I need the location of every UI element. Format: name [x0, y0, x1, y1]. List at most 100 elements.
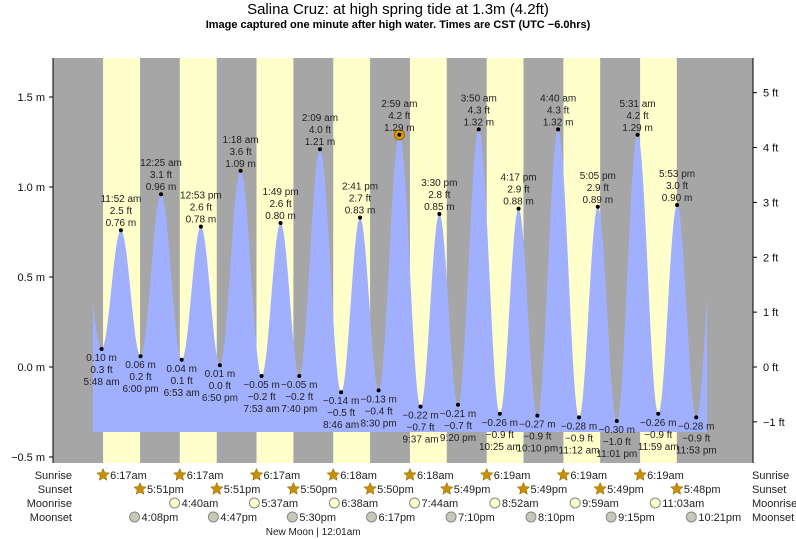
moonset-time: 10:21pm [698, 512, 741, 524]
astro-rows: Sunrise Sunrise Sunset Sunset Moonrise Moonri… [27, 467, 796, 538]
low-tide-time-label: 8:46 am [323, 420, 359, 431]
low-tide-time-label: 7:53 am [244, 404, 280, 415]
chart-subtitle: Image captured one minute after high wat… [206, 19, 591, 31]
low-tide-m-label: −0.05 m [281, 380, 317, 391]
moonrise-moon-icon [248, 497, 260, 509]
high-tide-ft-label: 4.3 ft [547, 105, 569, 116]
low-tide-point [179, 357, 184, 362]
low-tide-point [694, 415, 699, 420]
high-tide-ft-label: 2.9 ft [507, 185, 529, 196]
low-tide-point [455, 402, 460, 407]
low-tide-m-label: 0.06 m [125, 360, 156, 371]
right-tick-label: 0 ft [763, 362, 778, 374]
sunrise-time: 6:19am [494, 470, 531, 482]
low-tide-m-label: 0.04 m [166, 364, 197, 375]
moon-phase-label: New Moon | 12:01am [266, 527, 361, 538]
high-tide-m-label: 1.32 m [463, 117, 494, 128]
low-tide-m-label: −0.28 m [678, 421, 714, 432]
low-tide-ft-label: −0.2 ft [248, 392, 276, 403]
low-tide-ft-label: −0.9 ft [486, 430, 514, 441]
left-tick-label: 0.5 m [17, 272, 45, 284]
sunset-sun-icon [209, 481, 224, 495]
high-tide-point [595, 204, 600, 209]
low-tide-point [577, 415, 582, 420]
high-tide-ft-label: 2.8 ft [428, 190, 450, 201]
high-tide-point [198, 224, 203, 229]
low-tide-point [497, 411, 502, 416]
low-tide-ft-label: −0.2 ft [285, 392, 313, 403]
low-tide-m-label: −0.14 m [323, 396, 359, 407]
high-tide-point [476, 127, 481, 132]
low-tide-ft-label: −0.5 ft [327, 408, 355, 419]
high-tide-m-label: 1.32 m [543, 117, 574, 128]
moonrise-time: 5:37am [261, 498, 298, 510]
chart-title: Salina Cruz: at high spring tide at 1.3m… [247, 1, 549, 18]
moonset-moon-icon [445, 511, 457, 523]
low-tide-time-label: 10:10 pm [517, 444, 559, 455]
axes: 1.5 m 1.0 m 0.5 m 0.0 m −0.5 m 5 ft 4 ft 3 ft 2 … [11, 58, 785, 464]
moonset-moon-icon [605, 511, 617, 523]
low-tide-point [418, 404, 423, 409]
sunset-time: 5:49pm [530, 484, 567, 496]
high-tide-m-label: 0.85 m [424, 202, 455, 213]
low-tide-m-label: −0.30 m [599, 425, 635, 436]
high-tide-time-label: 3:30 pm [421, 178, 457, 189]
high-tide-point [437, 212, 442, 216]
sunrise-time: 6:19am [570, 470, 607, 482]
low-tide-time-label: 11:59 am [638, 442, 679, 453]
low-tide-ft-label: −0.9 ft [682, 433, 710, 444]
low-tide-ft-label: 0.3 ft [90, 365, 112, 376]
high-tide-point [358, 215, 363, 220]
low-tide-ft-label: −0.7 ft [444, 421, 472, 432]
sunrise-time: 6:18am [340, 470, 377, 482]
moonset-row-label-right: Moonset [752, 512, 794, 524]
moonset-moon-icon [129, 511, 141, 523]
high-tide-ft-label: 4.2 ft [626, 111, 648, 122]
moonrise-time: 11:03am [662, 498, 704, 510]
low-tide-point [259, 374, 264, 378]
high-tide-time-label: 5:53 pm [659, 169, 695, 180]
sunset-sun-icon [286, 481, 301, 495]
sunset-time: 5:48pm [684, 484, 721, 496]
moonrise-time: 6:38am [341, 498, 378, 510]
sunrise-time: 6:17am [187, 470, 224, 482]
low-tide-m-label: 0.01 m [205, 369, 236, 380]
moonrise-time: 8:52am [502, 498, 539, 510]
sunset-sun-icon [363, 481, 377, 495]
high-tide-m-label: 1.21 m [305, 137, 336, 148]
sunset-time: 5:49pm [454, 484, 491, 496]
low-tide-ft-label: −0.9 ft [644, 430, 672, 441]
high-tide-point [278, 221, 283, 225]
sunset-sun-icon [593, 481, 607, 495]
high-tide-ft-label: 2.6 ft [269, 199, 291, 210]
high-tide-ft-label: 4.2 ft [388, 111, 410, 122]
low-tide-time-label: 6:50 pm [202, 393, 238, 404]
sunset-time: 5:49pm [607, 484, 644, 496]
low-tide-point [99, 347, 104, 351]
low-tide-m-label: −0.05 m [243, 380, 279, 391]
low-tide-ft-label: −0.4 ft [365, 406, 393, 417]
low-tide-point [535, 413, 540, 418]
sunrise-time: 6:19am [647, 470, 684, 482]
sunrise-sun-icon [403, 467, 417, 481]
low-tide-m-label: −0.21 m [440, 409, 476, 420]
low-tide-time-label: 6:00 pm [122, 384, 158, 395]
right-tick-label: 4 ft [763, 143, 778, 155]
low-tide-m-label: −0.26 m [482, 418, 518, 429]
moonrise-moon-icon [649, 497, 661, 509]
high-tide-time-label: 12:25 am [140, 158, 182, 169]
low-tide-m-label: −0.26 m [640, 418, 676, 429]
low-tide-ft-label: 0.2 ft [129, 372, 151, 383]
high-tide-time-label: 12:53 pm [180, 191, 222, 202]
high-tide-point [317, 147, 322, 152]
low-tide-ft-label: 0.1 ft [171, 376, 193, 387]
high-tide-ft-label: 4.0 ft [309, 125, 331, 136]
right-tick-label: 1 ft [763, 307, 778, 319]
low-tide-time-label: 11:01 pm [596, 449, 637, 460]
moonrise-moon-icon [169, 497, 181, 509]
high-tide-ft-label: 2.5 ft [110, 206, 132, 217]
low-tide-ft-label: −0.9 ft [523, 432, 551, 443]
low-tide-ft-label: −0.9 ft [565, 433, 593, 444]
left-tick-label: 1.5 m [17, 92, 45, 104]
